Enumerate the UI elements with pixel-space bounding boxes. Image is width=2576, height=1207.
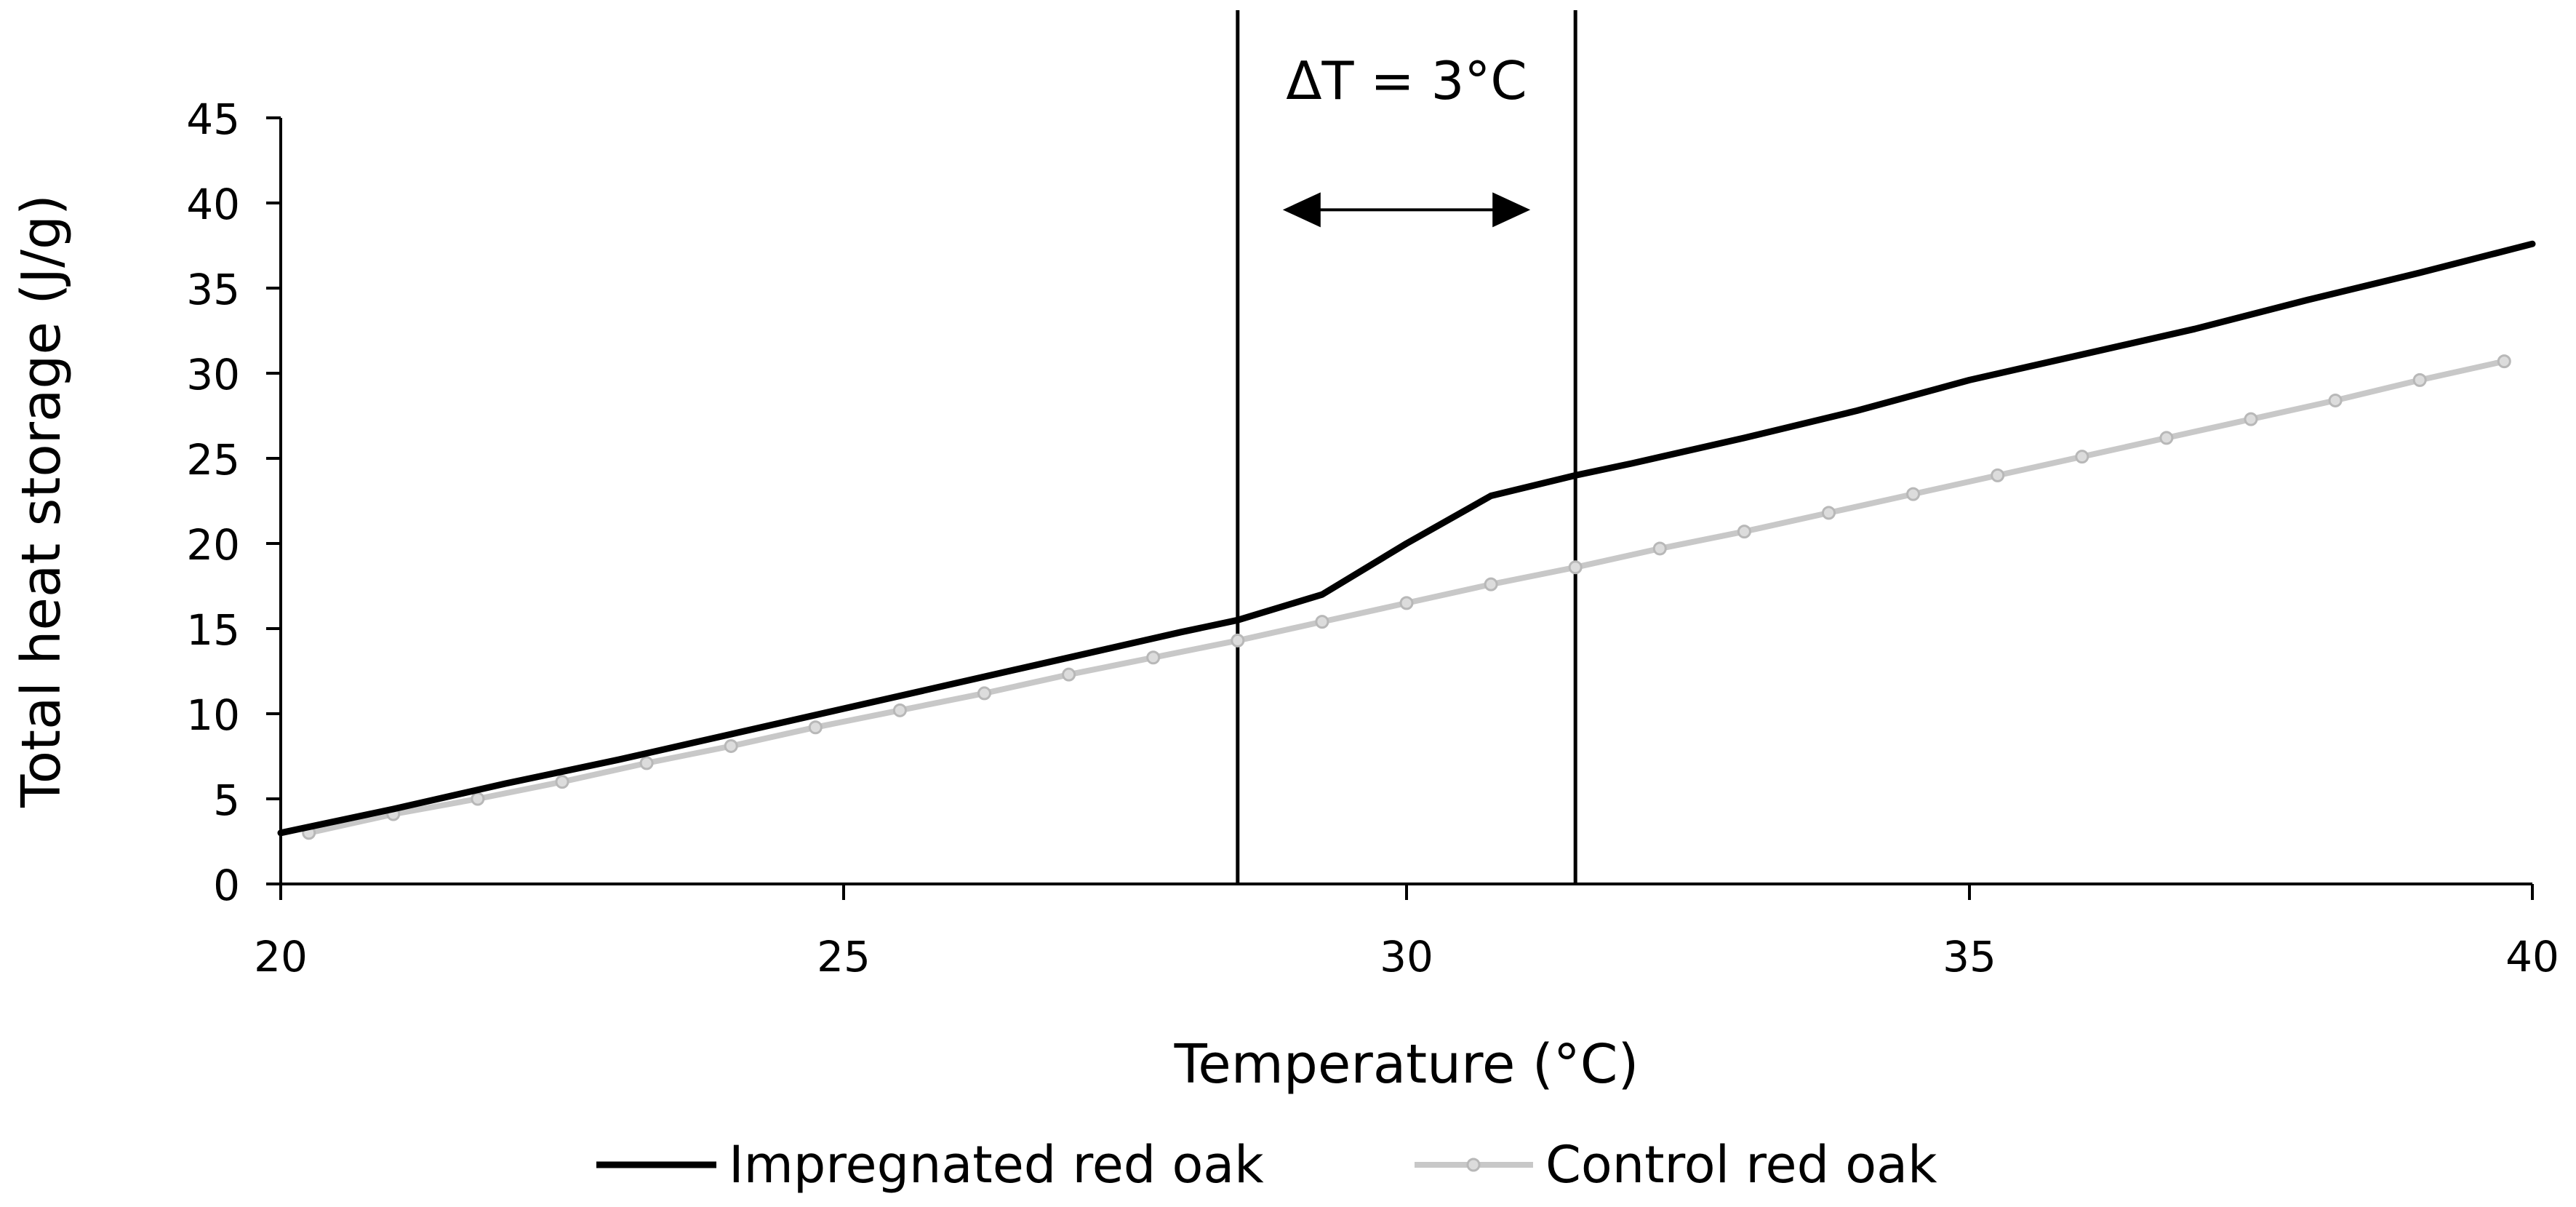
legend-label-control: Control red oak bbox=[1545, 1135, 1937, 1195]
data-point-control bbox=[639, 756, 654, 770]
y-axis: 0 5 10 15 20 25 30 35 40 45 bbox=[186, 95, 282, 910]
x-tick-label: 30 bbox=[1380, 932, 1433, 981]
series-layer bbox=[277, 240, 2536, 840]
x-tick-group: 20 25 30 35 40 bbox=[254, 884, 2559, 981]
legend: Impregnated red oak Control red oak bbox=[596, 1135, 1937, 1195]
annotation-arrowhead-left bbox=[1282, 192, 1321, 228]
y-tick-label: 10 bbox=[186, 690, 240, 740]
legend-item-impregnated: Impregnated red oak bbox=[596, 1135, 1264, 1195]
data-point-control bbox=[1484, 577, 1498, 591]
series-impregnated bbox=[277, 240, 2536, 837]
data-point-control bbox=[2497, 354, 2511, 369]
y-tick-label: 20 bbox=[186, 520, 240, 570]
x-tick-label: 40 bbox=[2505, 932, 2559, 981]
y-tick-label: 45 bbox=[186, 95, 240, 144]
y-tick-label: 35 bbox=[186, 265, 240, 314]
y-tick-label: 5 bbox=[213, 776, 240, 825]
data-point-control bbox=[977, 686, 991, 701]
y-tick-label: 25 bbox=[186, 435, 240, 485]
data-point-control bbox=[1062, 667, 1076, 682]
series-line-impregnated bbox=[277, 240, 2536, 837]
x-tick-label: 25 bbox=[817, 932, 871, 981]
data-point-control bbox=[808, 720, 823, 735]
data-point-control bbox=[2412, 373, 2427, 387]
data-point-control bbox=[2244, 412, 2258, 426]
data-point-control bbox=[1991, 468, 2005, 482]
y-tick-group: 0 5 10 15 20 25 30 35 40 45 bbox=[186, 95, 281, 910]
x-axis-title: Temperature (°C) bbox=[1174, 1033, 1639, 1096]
data-point-control bbox=[892, 703, 907, 717]
data-point-control bbox=[471, 792, 485, 806]
data-point-control bbox=[724, 738, 738, 753]
data-point-control bbox=[2075, 450, 2089, 464]
x-tick-label: 20 bbox=[254, 932, 308, 981]
data-point-control bbox=[1146, 650, 1161, 665]
data-point-control bbox=[1822, 506, 1836, 520]
x-axis: 20 25 30 35 40 bbox=[254, 883, 2559, 981]
legend-label-impregnated: Impregnated red oak bbox=[729, 1135, 1264, 1195]
data-point-control bbox=[1231, 633, 1245, 648]
data-point-control bbox=[1737, 525, 1751, 539]
data-point-control bbox=[1652, 541, 1667, 556]
data-point-control bbox=[2328, 393, 2343, 407]
y-tick-label: 15 bbox=[186, 605, 240, 655]
series-control bbox=[302, 354, 2511, 840]
data-point-control bbox=[555, 775, 569, 789]
data-point-control bbox=[1399, 596, 1414, 610]
x-tick-label: 35 bbox=[1943, 932, 1996, 981]
data-point-control bbox=[2159, 431, 2174, 445]
y-axis-title: Total heat storage (J/g) bbox=[10, 194, 73, 808]
annotation-label: ΔT = 3°C bbox=[1286, 50, 1527, 111]
data-point-control bbox=[1906, 487, 1921, 501]
legend-marker-control bbox=[1466, 1158, 1481, 1172]
legend-item-control: Control red oak bbox=[1415, 1135, 1937, 1195]
y-tick-label: 0 bbox=[213, 861, 240, 910]
data-point-control bbox=[1315, 615, 1329, 629]
y-tick-label: 40 bbox=[186, 180, 240, 229]
annotation-arrowhead-right bbox=[1492, 192, 1531, 228]
y-tick-label: 30 bbox=[186, 350, 240, 399]
data-point-control bbox=[1568, 560, 1583, 575]
delta-t-annotation: ΔT = 3°C bbox=[1236, 10, 1577, 884]
